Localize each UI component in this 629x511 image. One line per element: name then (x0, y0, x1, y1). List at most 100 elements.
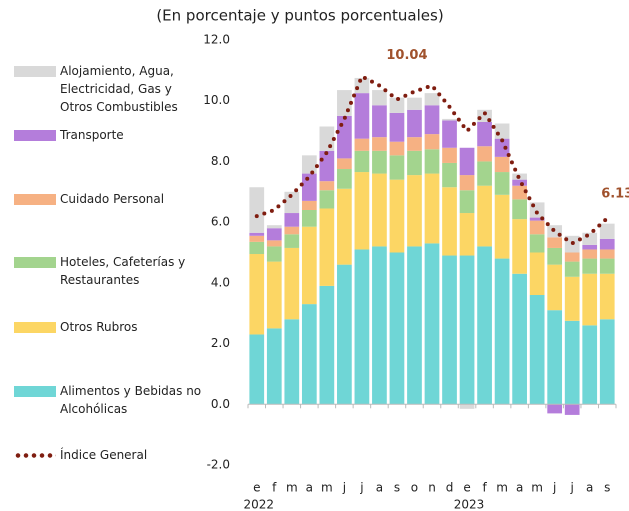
bar-segment (354, 138, 370, 151)
bar-segment (249, 334, 265, 405)
bar-segment (389, 97, 405, 113)
legend-label: Hoteles, Cafeterías y Restaurantes (60, 255, 186, 287)
bar-segment (494, 138, 510, 157)
bar-segment (442, 147, 457, 163)
bar-segment (599, 249, 615, 259)
y-tick-label: 0.0 (211, 397, 230, 411)
x-tick-label: e (253, 481, 260, 495)
bar-segment (372, 246, 387, 405)
bar-segment (407, 150, 422, 176)
legend-item: Cuidado Personal (14, 190, 205, 208)
bar-segment (284, 234, 300, 248)
bar-segment (494, 258, 510, 405)
bar-segment (337, 169, 352, 189)
bar-segment (564, 276, 580, 321)
x-tick-label: m (321, 481, 333, 495)
bar-segment (529, 252, 545, 295)
x-tick-label: m (286, 481, 298, 495)
legend-swatch (14, 130, 56, 141)
bar-segment (249, 187, 265, 233)
bar-segment (494, 172, 510, 195)
bar-segment (512, 273, 527, 405)
x-tick-label: m (531, 481, 543, 495)
legend-label: Transporte (60, 128, 124, 142)
x-tick-label: j (570, 481, 574, 495)
bar-segment (249, 232, 265, 236)
legend-label: Alojamiento, Agua, Electricidad, Gas y O… (60, 64, 178, 114)
x-tick-label: e (463, 481, 470, 495)
legend-label: Alimentos y Bebidas no Alcohólicas (60, 384, 202, 416)
bar-segment (407, 137, 422, 151)
bar-segment (424, 173, 440, 244)
x-tick-label: d (446, 481, 454, 495)
bar-segment (284, 213, 300, 227)
bar-segment (354, 150, 370, 173)
x-tick-label: j (342, 481, 346, 495)
bar-segment (249, 254, 265, 335)
bar-segment (564, 252, 580, 262)
bar-segment (582, 325, 598, 405)
bar-segment (582, 232, 598, 245)
bar-segment (477, 185, 492, 247)
x-tick-label: f (272, 481, 277, 495)
x-tick-label: a (376, 481, 383, 495)
bar-segment (582, 273, 598, 326)
bar-segment (459, 175, 475, 191)
bar-segment (284, 191, 300, 214)
bar-segment (442, 120, 457, 148)
legend-item: Hoteles, Cafeterías y Restaurantes (14, 253, 205, 289)
bar-segment (301, 200, 317, 210)
bar-segment (512, 219, 527, 274)
bar-segment (372, 90, 387, 106)
bar-segment (459, 255, 475, 405)
bar-segment (529, 234, 545, 253)
bar-segment (354, 172, 370, 250)
bar-segment (354, 93, 370, 139)
bar-segment (459, 213, 475, 256)
bar-segment (477, 146, 492, 162)
bar-segment (337, 115, 352, 159)
y-tick-label: -2.0 (207, 458, 230, 472)
bar-segment (512, 179, 527, 186)
bar-segment (301, 226, 317, 305)
y-tick-label: 8.0 (211, 154, 230, 168)
x-tick-label: j (552, 481, 556, 495)
x-tick-label: a (306, 481, 313, 495)
legend-swatch (14, 322, 56, 333)
bar-segment (284, 319, 300, 405)
bar-segment (266, 246, 282, 262)
bar-segment (599, 223, 615, 239)
bar-segment (266, 240, 282, 247)
bar-segment (372, 105, 387, 138)
bar-segment (389, 155, 405, 180)
bar-segment (442, 162, 457, 188)
y-tick-label: 10.0 (203, 93, 230, 107)
y-tick-label: 12.0 (203, 33, 230, 47)
bar-segment (547, 404, 563, 414)
legend-swatch (14, 450, 56, 461)
bar-segment (477, 246, 492, 405)
bar-segment (582, 249, 598, 259)
bar-segment (319, 285, 335, 405)
bar-segment (547, 264, 563, 311)
bar-segment (442, 118, 457, 121)
bar-segment (512, 199, 527, 220)
bar-segment (494, 194, 510, 259)
bar-segment (529, 217, 545, 221)
bar-segment (599, 238, 615, 250)
legend-label: Índice General (60, 448, 148, 462)
legend-item: Alimentos y Bebidas no Alcohólicas (14, 382, 205, 418)
bar-segment (424, 149, 440, 174)
bar-segment (389, 112, 405, 142)
bar-segment (249, 235, 265, 242)
bar-segment (301, 173, 317, 201)
bar-segment (547, 237, 563, 248)
bar-segment (564, 404, 580, 415)
bar-segment (372, 150, 387, 174)
bar-segment (424, 134, 440, 150)
bar-segment (266, 328, 282, 405)
bar-segment (249, 241, 265, 255)
y-tick-label: 4.0 (211, 275, 230, 289)
bar-segment (301, 304, 317, 405)
